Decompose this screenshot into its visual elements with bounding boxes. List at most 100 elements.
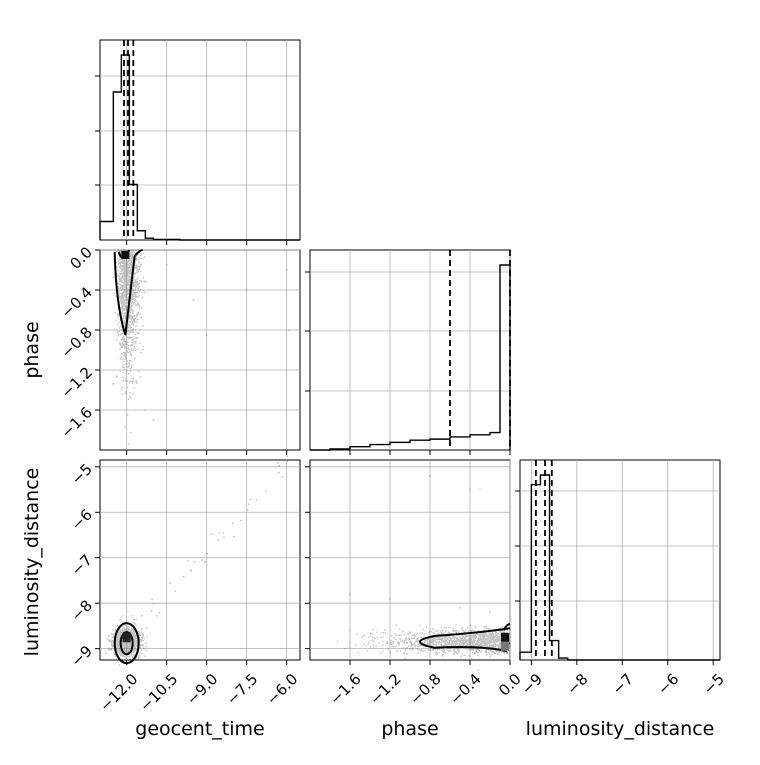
scatter-point [133, 297, 136, 300]
scatter-point [124, 272, 127, 275]
scatter-point [130, 268, 133, 270]
scatter-point [130, 305, 132, 308]
scatter-point [124, 291, 126, 293]
scatter-point [115, 376, 118, 378]
scatter-point [134, 347, 136, 349]
scatter-point [119, 357, 122, 359]
scatter-point [498, 644, 500, 647]
scatter-point [122, 293, 125, 295]
scatter-point [134, 284, 137, 287]
scatter-point [138, 306, 141, 308]
scatter-point [133, 251, 136, 254]
scatter-point [124, 343, 127, 346]
hist-phase-frame [309, 249, 511, 451]
scatter-point [134, 342, 137, 345]
scatter-point [495, 635, 498, 638]
scatter-point [121, 276, 124, 279]
scatter-point [123, 313, 125, 315]
scatter-point [138, 257, 141, 259]
scatter-point [125, 268, 127, 271]
scatter-point [123, 266, 126, 268]
scatter-point [125, 271, 128, 273]
scatter-point [140, 263, 143, 266]
scatter-point [124, 272, 126, 275]
scatter-point [134, 648, 137, 651]
scatter-point [124, 274, 126, 277]
scatter-point [365, 645, 368, 647]
scatter-point [122, 278, 125, 280]
scatter-point [123, 263, 125, 266]
scatter-point [118, 275, 121, 278]
scatter-point [125, 274, 127, 277]
scatter-point [498, 635, 501, 638]
scatter-point [453, 648, 456, 651]
scatter-point [120, 338, 123, 341]
scatter-point [361, 636, 364, 638]
scatter-point [135, 321, 138, 324]
dist-axis-xtick-label-1: −8 [563, 670, 591, 698]
scatter-point [377, 642, 380, 644]
scatter-point [127, 366, 129, 368]
scatter-point [440, 641, 442, 644]
scatter-point [124, 346, 126, 348]
scatter-point [124, 391, 127, 393]
scatter-point [125, 657, 127, 659]
scatter-point [438, 638, 441, 640]
scatter-point [134, 640, 136, 643]
scatter-point [463, 639, 465, 642]
scatter-point [132, 377, 135, 380]
scatter-point [469, 624, 472, 627]
scatter-point [123, 249, 125, 251]
scatter-point [125, 296, 127, 298]
scatter-tail-point [232, 522, 234, 525]
scatter-tail-point [246, 509, 249, 511]
scatter-point [125, 261, 127, 264]
scatter-point [411, 637, 413, 640]
scatter-point [117, 282, 120, 284]
dist-axis-xtick-label-2: −7 [609, 670, 637, 698]
scatter-tail-point [277, 462, 280, 464]
scatter-point [129, 270, 132, 273]
scatter-point [445, 631, 447, 633]
scatter-point [129, 360, 132, 362]
scatter-point [123, 298, 125, 301]
scatter-point [122, 292, 125, 295]
scatter-point [117, 632, 120, 634]
scatter-point [111, 636, 114, 639]
dist-yaxis-ytick-label-3: −6 [68, 506, 96, 534]
scatter-point [440, 632, 443, 635]
scatter-point [123, 281, 125, 284]
scatter-point [127, 347, 129, 350]
scatter-point [458, 649, 461, 652]
scatter-point [132, 283, 135, 285]
scatter-point [410, 641, 413, 644]
scatter-point [127, 655, 130, 657]
scatter-point [117, 636, 119, 638]
scatter-point [129, 263, 132, 266]
scatter-point [381, 632, 383, 634]
scatter-point [119, 266, 121, 268]
scatter-point [132, 297, 135, 300]
scatter-outlier-6 [489, 611, 491, 614]
scatter-outlier-4 [192, 299, 195, 301]
scatter-point [125, 287, 128, 289]
scatter-point [367, 643, 370, 645]
scatter-point [129, 264, 131, 266]
scatter-tail-point [255, 498, 258, 501]
scatter-point [454, 644, 457, 646]
scatter-point [129, 272, 132, 275]
scatter-point [118, 321, 120, 324]
scatter-point [123, 273, 126, 275]
scatter-point [136, 316, 138, 318]
scatter-point [475, 650, 478, 652]
scatter-point [140, 652, 143, 655]
scatter-point [125, 299, 128, 302]
scatter-point [471, 629, 474, 631]
scatter-point [142, 348, 144, 351]
scatter-point [121, 310, 124, 312]
scatter-point [131, 315, 134, 318]
scatter-point [120, 277, 122, 280]
scatter-point [447, 637, 450, 639]
scatter-point [417, 645, 419, 648]
